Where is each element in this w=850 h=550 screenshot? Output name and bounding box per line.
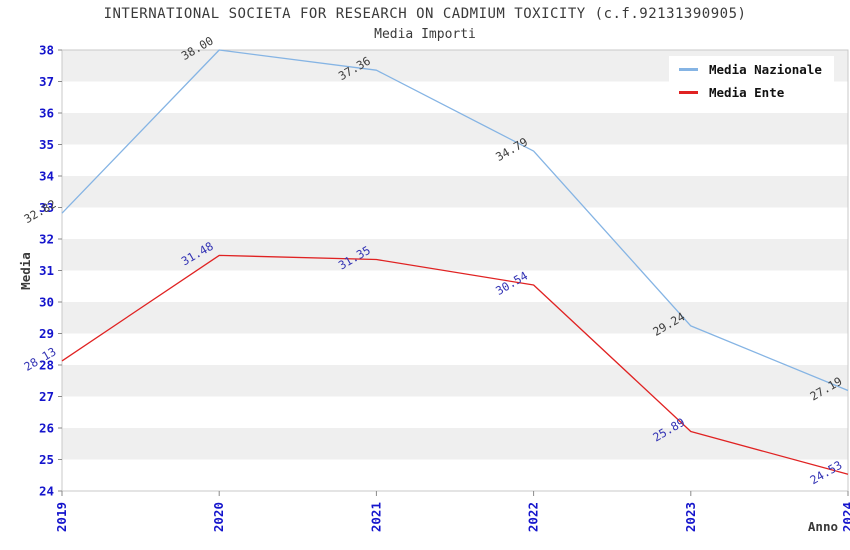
plot-band <box>62 113 848 145</box>
x-tick-label: 2020 <box>211 502 226 532</box>
plot-band <box>62 459 848 491</box>
y-axis-title: Media <box>18 252 33 290</box>
y-tick-label: 25 <box>39 452 54 467</box>
plot-band <box>62 333 848 365</box>
plot-band <box>62 144 848 176</box>
plot-band <box>62 270 848 302</box>
y-tick-label: 37 <box>39 74 54 89</box>
plot-band <box>62 302 848 334</box>
series-line-0 <box>61 49 849 392</box>
y-tick-label: 35 <box>39 137 54 152</box>
x-tick-label: 2021 <box>368 502 383 532</box>
y-tick-label: 27 <box>39 389 54 404</box>
plot-band <box>62 239 848 271</box>
y-tick-label: 31 <box>39 263 54 278</box>
legend-swatch-icon <box>679 91 698 94</box>
legend-item-1: Media Ente <box>679 85 822 100</box>
plot-band <box>62 396 848 428</box>
plot-band <box>62 207 848 239</box>
x-tick-label: 2024 <box>840 502 850 532</box>
y-tick-label: 29 <box>39 326 54 341</box>
x-tick-label: 2023 <box>683 502 698 532</box>
y-tick-label: 36 <box>39 106 54 121</box>
chart-title: INTERNATIONAL SOCIETA FOR RESEARCH ON CA… <box>103 6 747 22</box>
legend-swatch-icon <box>679 68 698 71</box>
y-tick-label: 33 <box>39 200 54 215</box>
y-tick-label: 38 <box>39 43 54 58</box>
y-tick-label: 30 <box>39 295 54 310</box>
legend: Media Nazionale Media Ente <box>669 56 834 106</box>
x-axis-title: Anno <box>808 519 838 534</box>
y-tick-label: 28 <box>39 358 54 373</box>
x-tick-label: 2022 <box>526 502 541 532</box>
chart-subtitle: Media Importi <box>374 27 476 42</box>
legend-label: Media Nazionale <box>709 62 822 77</box>
y-tick-label: 26 <box>39 421 54 436</box>
plot-band <box>62 365 848 397</box>
x-tick-label: 2019 <box>54 502 69 532</box>
y-tick-label: 34 <box>39 169 54 184</box>
y-tick-label: 24 <box>39 484 54 499</box>
plot-band <box>62 176 848 208</box>
legend-label: Media Ente <box>709 85 785 100</box>
y-tick-label: 32 <box>39 232 54 247</box>
series-line-1 <box>61 254 849 475</box>
legend-item-0: Media Nazionale <box>679 62 822 77</box>
plot-band <box>62 428 848 460</box>
